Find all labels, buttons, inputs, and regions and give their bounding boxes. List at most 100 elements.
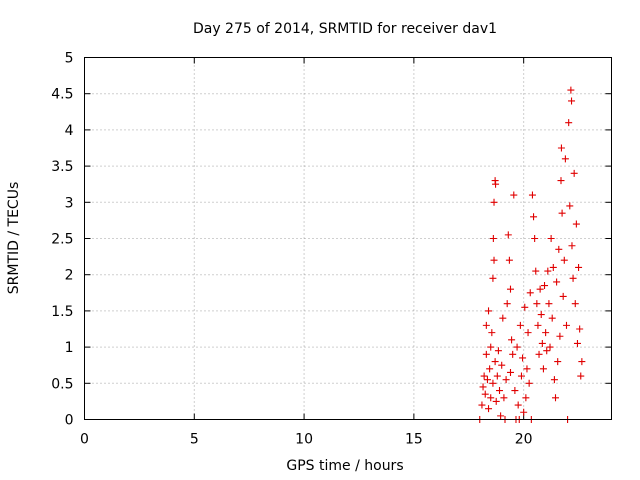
y-axis-label: SRMTID / TECUs bbox=[6, 182, 22, 295]
data-point bbox=[530, 213, 538, 221]
data-point bbox=[538, 339, 546, 347]
y-tick-label: 4 bbox=[65, 123, 74, 139]
data-point bbox=[537, 311, 545, 319]
data-point bbox=[557, 177, 565, 185]
data-point bbox=[491, 358, 499, 366]
data-point bbox=[549, 263, 557, 271]
data-point bbox=[489, 235, 497, 242]
y-tick-label: 2.5 bbox=[51, 232, 73, 248]
data-point bbox=[490, 198, 498, 206]
data-point bbox=[573, 339, 581, 347]
data-point bbox=[482, 350, 490, 358]
y-tick-label: 0 bbox=[65, 413, 74, 429]
x-axis-label: GPS time / hours bbox=[286, 458, 403, 474]
data-point bbox=[531, 235, 539, 242]
data-point bbox=[487, 343, 495, 351]
y-tick-label: 3.5 bbox=[51, 159, 73, 175]
data-point bbox=[485, 307, 493, 315]
data-point bbox=[566, 202, 574, 210]
data-point bbox=[497, 412, 505, 420]
data-point bbox=[532, 267, 540, 275]
data-point bbox=[565, 119, 573, 127]
data-point bbox=[576, 325, 584, 333]
data-point bbox=[550, 376, 558, 384]
y-tick-label: 1.5 bbox=[51, 304, 73, 320]
x-tick-label: 10 bbox=[295, 432, 313, 448]
x-tick-label: 5 bbox=[190, 432, 199, 448]
data-point bbox=[570, 169, 578, 177]
data-point bbox=[555, 245, 563, 253]
data-point bbox=[489, 379, 497, 387]
data-point bbox=[542, 329, 550, 337]
data-point bbox=[487, 394, 495, 402]
data-point bbox=[567, 86, 575, 94]
data-point bbox=[536, 285, 544, 293]
data-point bbox=[520, 408, 528, 416]
data-point bbox=[577, 372, 585, 380]
data-point bbox=[483, 376, 491, 384]
data-point bbox=[546, 343, 554, 351]
data-point bbox=[490, 256, 498, 264]
data-point bbox=[569, 274, 577, 282]
data-point bbox=[517, 372, 525, 380]
data-point bbox=[560, 256, 568, 264]
data-point bbox=[493, 372, 501, 380]
data-point bbox=[535, 350, 543, 358]
data-point bbox=[571, 300, 579, 308]
data-point bbox=[521, 303, 529, 311]
data-point bbox=[559, 292, 567, 300]
data-point bbox=[516, 321, 524, 329]
data-point bbox=[513, 343, 521, 351]
data-point bbox=[524, 329, 532, 337]
data-point bbox=[498, 361, 506, 369]
data-point bbox=[479, 383, 487, 391]
data-point bbox=[543, 347, 551, 355]
data-point bbox=[561, 155, 569, 163]
data-point bbox=[557, 144, 565, 152]
data-point bbox=[505, 256, 513, 264]
data-point bbox=[519, 354, 527, 362]
data-point bbox=[525, 379, 533, 387]
data-point bbox=[568, 242, 576, 250]
x-tick-label: 0 bbox=[80, 432, 89, 448]
data-point bbox=[523, 365, 531, 373]
y-tick-label: 2 bbox=[65, 268, 74, 284]
data-point bbox=[500, 394, 508, 402]
data-point bbox=[547, 235, 555, 242]
data-point bbox=[509, 350, 517, 358]
y-tick-label: 0.5 bbox=[51, 376, 73, 392]
plot-frame bbox=[84, 57, 612, 420]
data-point bbox=[506, 368, 514, 376]
data-point bbox=[504, 231, 512, 239]
x-tick-label: 20 bbox=[515, 432, 533, 448]
data-point bbox=[478, 401, 486, 409]
data-point bbox=[548, 314, 556, 322]
data-point bbox=[572, 220, 580, 228]
data-point bbox=[514, 401, 522, 409]
data-point bbox=[480, 372, 488, 380]
data-point bbox=[554, 358, 562, 366]
chart-title: Day 275 of 2014, SRMTID for receiver dav… bbox=[193, 21, 497, 37]
axes: 0 0.5 1 1.5 2 2.5 3 3.5 4 4.5 5 0 5 10 15 20 bbox=[51, 51, 612, 448]
data-point bbox=[481, 390, 489, 398]
data-point bbox=[510, 191, 518, 199]
data-point bbox=[534, 321, 542, 329]
data-point bbox=[553, 278, 561, 286]
x-tick-label: 15 bbox=[405, 432, 423, 448]
grid bbox=[84, 57, 612, 420]
data-point bbox=[492, 180, 500, 188]
data-point bbox=[545, 300, 553, 308]
data-point bbox=[506, 285, 514, 293]
data-point bbox=[486, 365, 494, 373]
data-point bbox=[502, 376, 510, 384]
data-point bbox=[482, 321, 490, 329]
data-point bbox=[556, 332, 564, 340]
data-point bbox=[526, 289, 534, 297]
data-point bbox=[492, 397, 500, 405]
data-point bbox=[575, 263, 583, 271]
data-point bbox=[522, 394, 530, 402]
y-tick-label: 5 bbox=[65, 51, 74, 67]
data-point bbox=[552, 394, 560, 402]
data-point bbox=[541, 282, 549, 290]
y-tick-label: 3 bbox=[65, 195, 74, 211]
